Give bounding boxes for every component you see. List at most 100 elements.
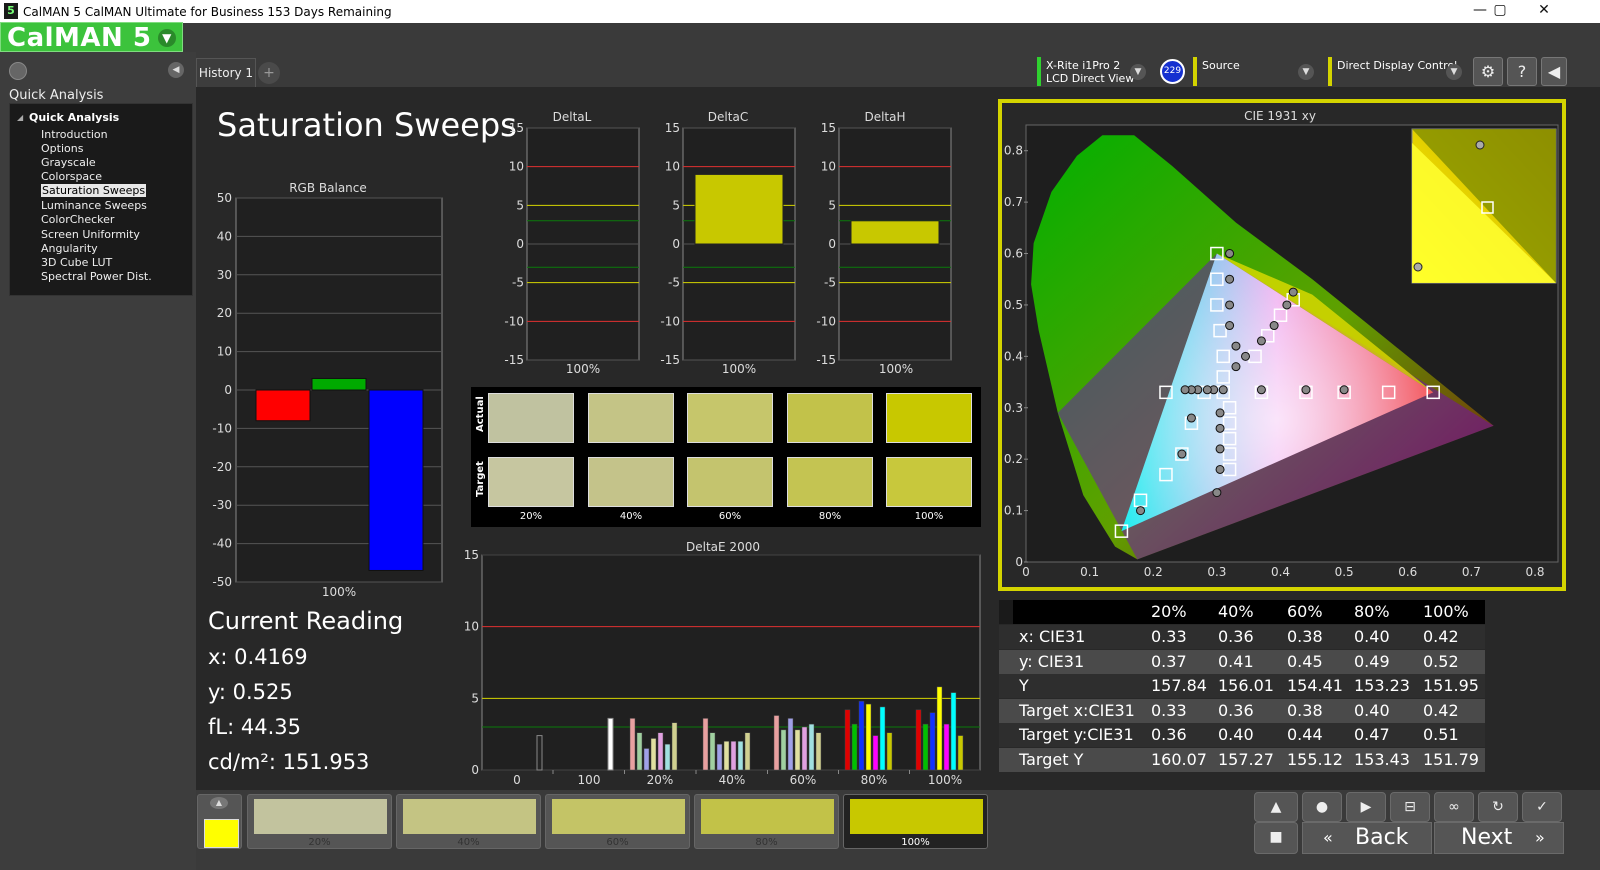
- tree-expand-icon[interactable]: ◢: [17, 113, 24, 122]
- chevron-up-icon[interactable]: ▲: [210, 797, 228, 809]
- target-swatch-80: [787, 457, 873, 507]
- table-header: 80%: [1354, 602, 1390, 621]
- chevron-down-icon[interactable]: ▼: [1298, 64, 1314, 80]
- cie-measured-dot: [1282, 300, 1292, 310]
- deltae-tick-label: 5: [471, 691, 479, 705]
- sidebar-item-grayscale[interactable]: Grayscale: [41, 156, 96, 169]
- sidebar-item-3d-cube-lut[interactable]: 3D Cube LUT: [41, 256, 113, 269]
- tab-history-1[interactable]: History 1: [196, 58, 256, 87]
- chevron-down-icon[interactable]: ▼: [1446, 64, 1462, 80]
- chevron-up-icon[interactable]: ▲: [1254, 792, 1298, 822]
- deltae-bar: [922, 723, 929, 771]
- workflow-tree: ◢ Quick Analysis Introduction Options Gr…: [9, 103, 193, 296]
- cie-target-square: [1216, 349, 1230, 364]
- deltae-bar: [643, 748, 650, 771]
- actual-swatch-100: [886, 393, 972, 443]
- cie-target-square: [1210, 298, 1224, 312]
- deltae-bar: [943, 723, 950, 771]
- refresh-icon[interactable]: ↻: [1478, 792, 1518, 822]
- sidebar: ◀ Quick Analysis ◢ Quick Analysis Introd…: [0, 52, 196, 870]
- deltae-bar: [858, 700, 865, 771]
- delta-tick-label: -10: [660, 314, 680, 328]
- collapse-panel-icon[interactable]: ◀: [1541, 57, 1567, 86]
- chevron-down-icon[interactable]: ▼: [1130, 64, 1146, 80]
- cie-measured-dot: [1301, 385, 1311, 395]
- help-icon[interactable]: ?: [1507, 57, 1537, 86]
- meter-status-badge[interactable]: 229: [1160, 59, 1185, 84]
- display-selector[interactable]: Direct Display Control ▼: [1328, 57, 1468, 86]
- deltae-bar: [607, 717, 614, 771]
- cie-measured-dot: [1202, 385, 1212, 395]
- deltae-bar: [815, 732, 822, 771]
- back-button[interactable]: « Back: [1302, 822, 1432, 854]
- cie-x-tick: 0.2: [1144, 565, 1163, 579]
- collapse-sidebar-icon[interactable]: ◀: [168, 62, 184, 78]
- deltae-tick-label: 15: [464, 548, 479, 562]
- continuous-icon[interactable]: ∞: [1434, 792, 1474, 822]
- play-icon[interactable]: ▶: [1346, 792, 1386, 822]
- delta-tick-label: -5: [668, 276, 680, 290]
- cie-x-tick: 0.3: [1207, 565, 1226, 579]
- table-cell: 0.45: [1287, 651, 1323, 671]
- deltae-tick-label: 0: [471, 763, 479, 777]
- chevron-down-icon[interactable]: ▼: [158, 29, 176, 47]
- meter-name: X-Rite i1Pro 2: [1046, 59, 1121, 72]
- patch-color-20: [254, 799, 387, 834]
- target-swatch-100: [886, 457, 972, 507]
- delta-tick-label: 15: [665, 121, 680, 135]
- meter-selector[interactable]: X-Rite i1Pro 2 LCD Direct View ▼: [1037, 57, 1152, 86]
- add-tab-button[interactable]: +: [258, 62, 280, 84]
- cie-y-tick: 0.6: [1004, 247, 1023, 261]
- measure-range-icon[interactable]: ⊟: [1390, 792, 1430, 822]
- stop-all-icon[interactable]: ■: [1254, 822, 1298, 854]
- rgb-ticks: 50 40 30 20 10 0 -10 -20 -30 -40 -50: [212, 191, 232, 589]
- sidebar-item-options[interactable]: Options: [41, 142, 84, 155]
- patch-button-60[interactable]: 60%: [545, 794, 690, 849]
- window-title: CalMAN 5 CalMAN Ultimate for Business 15…: [23, 5, 392, 19]
- deltae-bar: [794, 729, 801, 771]
- sidebar-item-colorspace[interactable]: Colorspace: [41, 170, 102, 183]
- stop-icon[interactable]: ●: [1302, 792, 1342, 822]
- minimize-icon[interactable]: —: [1473, 2, 1487, 18]
- tree-root[interactable]: Quick Analysis: [29, 111, 120, 124]
- table-header-row: 20% 40% 60% 80% 100%: [999, 600, 1485, 624]
- cie-measured-dot: [1225, 321, 1235, 331]
- source-selector[interactable]: Source ▼: [1193, 57, 1320, 86]
- sidebar-item-angularity[interactable]: Angularity: [41, 242, 98, 255]
- maximize-icon[interactable]: ▢: [1493, 2, 1507, 18]
- check-icon[interactable]: ✓: [1522, 792, 1562, 822]
- patch-label-20: 20%: [308, 837, 331, 848]
- delta-tick-label: 15: [821, 121, 836, 135]
- rgb-tick-label: -30: [212, 498, 232, 512]
- deltae-plot-area: [481, 554, 981, 771]
- rgb-tick-label: 0: [224, 383, 232, 397]
- cie-inset-dot: [1475, 140, 1485, 150]
- settings-gear-icon[interactable]: ⚙: [1473, 57, 1503, 86]
- cie-target-square: [1159, 467, 1173, 482]
- patch-button-100[interactable]: 100%: [843, 794, 988, 849]
- current-patch-button[interactable]: ▲: [197, 794, 242, 849]
- sidebar-item-screen-uniformity[interactable]: Screen Uniformity: [41, 228, 140, 241]
- delta-tick-label: 15: [509, 121, 524, 135]
- delta-tick-label: 10: [509, 160, 524, 174]
- sidebar-item-luminance-sweeps[interactable]: Luminance Sweeps: [41, 199, 147, 212]
- cie-inset-dot: [1413, 262, 1423, 272]
- cie-x-tick: 0: [1022, 565, 1030, 579]
- patch-button-20[interactable]: 20%: [247, 794, 392, 849]
- actual-swatch-60: [687, 393, 773, 443]
- sidebar-item-spectral-power[interactable]: Spectral Power Dist.: [41, 270, 152, 283]
- patch-button-40[interactable]: 40%: [396, 794, 541, 849]
- calman-logo[interactable]: CalMAN 5 ▼: [0, 22, 183, 53]
- table-row: x: CIE31 0.33 0.36 0.38 0.40 0.42: [999, 625, 1485, 649]
- sidebar-item-saturation-sweeps[interactable]: Saturation Sweeps: [41, 184, 147, 197]
- sidebar-record-icon[interactable]: [9, 62, 27, 80]
- sidebar-item-introduction[interactable]: Introduction: [41, 128, 108, 141]
- next-button[interactable]: Next »: [1434, 822, 1564, 854]
- source-label: Source: [1202, 59, 1240, 72]
- cie-y-tick: 0: [1015, 555, 1023, 569]
- sidebar-item-colorchecker[interactable]: ColorChecker: [41, 213, 115, 226]
- close-icon[interactable]: ✕: [1538, 2, 1550, 18]
- deltae-bar: [865, 703, 872, 771]
- swatch-label-100: 100%: [914, 511, 944, 522]
- patch-button-80[interactable]: 80%: [694, 794, 839, 849]
